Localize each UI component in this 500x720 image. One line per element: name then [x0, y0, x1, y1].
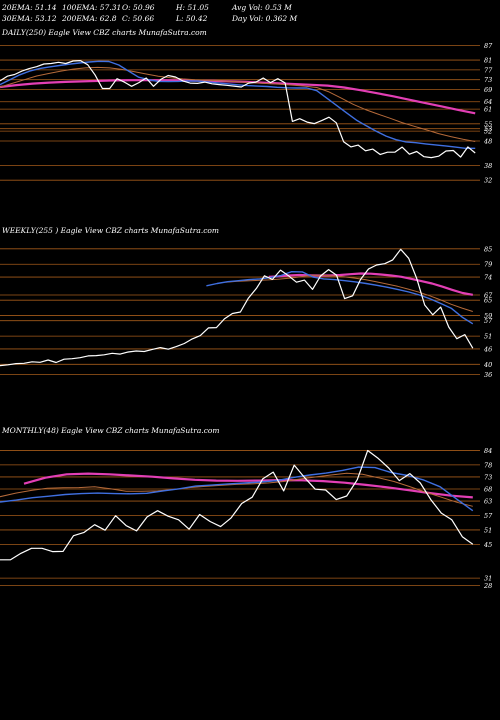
monthly-caption: MONTHLY(48) Eagle View CBZ charts Munafa…	[2, 426, 220, 435]
weekly-tick-label: 57	[484, 317, 493, 325]
monthly-price-line	[0, 449, 474, 561]
daily-tick-label: 38	[484, 162, 492, 170]
monthly-tick-label: 57	[484, 512, 493, 520]
daily-tick-label: 53	[484, 125, 492, 133]
weekly-tick-label: 74	[484, 274, 492, 282]
weekly-tick-label: 79	[484, 261, 492, 269]
monthly-ema-short-line	[0, 466, 474, 512]
daily-tick-label: 87	[484, 42, 493, 50]
daily-tick-label: 69	[484, 86, 492, 94]
daily-tick-label: 77	[484, 66, 493, 74]
weekly-ema-short-line	[206, 271, 474, 325]
weekly-caption: WEEKLY(255 ) Eagle View CBZ charts Munaf…	[2, 226, 220, 235]
weekly-tick-label: 59	[484, 312, 492, 320]
avg-vol-readout: Avg Vol: 0.53 M	[232, 3, 292, 12]
monthly-tick-label: 28	[483, 582, 492, 590]
ema30-readout: 30EMA: 53.12	[2, 14, 57, 23]
weekly-tick-label: 85	[484, 245, 492, 253]
monthly-tick-label: 31	[484, 575, 492, 583]
monthly-tick-label: 45	[483, 541, 492, 549]
daily-tick-label: 55	[484, 120, 492, 128]
weekly-tick-label: 51	[484, 333, 492, 341]
weekly-tick-label: 36	[484, 371, 492, 379]
daily-tick-label: 61	[484, 106, 492, 114]
daily-ema-short-line	[0, 60, 476, 150]
ema20-readout: 20EMA: 51.14	[2, 3, 57, 12]
daily-tick-label: 52	[484, 128, 492, 136]
monthly-tick-label: 68	[484, 486, 492, 494]
daily-price-line	[0, 59, 476, 159]
monthly-tick-label: 63	[484, 498, 492, 506]
low-readout: L: 50.42	[176, 14, 208, 23]
daily-caption: DAILY(250) Eagle View CBZ charts MunafaS…	[2, 28, 207, 37]
high-readout: H: 51.05	[176, 3, 209, 12]
monthly-tick-label: 84	[484, 447, 492, 455]
daily-tick-label: 81	[484, 57, 492, 65]
day-vol-readout: Day Vol: 0.362 M	[232, 14, 298, 23]
monthly-ema-mid-line	[0, 472, 473, 507]
monthly-tick-label: 51	[484, 526, 492, 534]
monthly-tick-label: 73	[484, 473, 492, 481]
daily-ema-mid-line	[0, 66, 476, 142]
ema100-readout: 100EMA: 57.31	[62, 3, 122, 12]
daily-tick-label: 32	[484, 177, 492, 185]
monthly-ema-long-line	[23, 472, 473, 499]
weekly-tick-label: 65	[484, 297, 492, 305]
ema200-readout: 200EMA: 62.8	[62, 14, 117, 23]
daily-tick-label: 48	[483, 137, 492, 145]
weekly-tick-label: 46	[483, 345, 492, 353]
weekly-ema-mid-line	[225, 274, 473, 312]
daily-tick-label: 64	[484, 98, 492, 106]
open-readout: O: 50.96	[122, 3, 155, 12]
monthly-tick-label: 78	[484, 461, 492, 469]
weekly-ema-long-line	[268, 272, 473, 296]
weekly-price-line	[0, 248, 474, 367]
close-readout: C: 50.66	[122, 14, 155, 23]
weekly-tick-label: 40	[483, 361, 492, 369]
daily-tick-label: 73	[484, 76, 492, 84]
weekly-tick-label: 67	[484, 292, 493, 300]
